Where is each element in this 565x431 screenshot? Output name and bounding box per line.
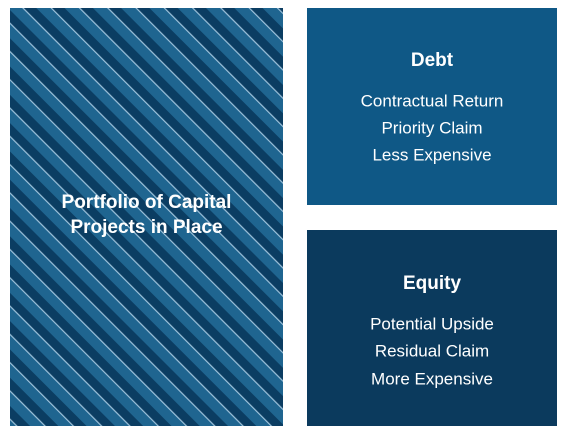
box-title: Equity [403,273,461,294]
box-item: Contractual Return [361,91,504,110]
debt-box [307,8,557,205]
box-item: Potential Upside [370,314,494,333]
box-title: Debt [411,50,454,71]
box-item: Residual Claim [375,341,489,360]
portfolio-box [10,8,283,426]
box-item: Less Expensive [372,145,491,164]
portfolio-label: Projects in Place [70,217,222,238]
portfolio-label: Portfolio of Capital [62,192,232,213]
box-item: Priority Claim [381,118,482,137]
box-item: More Expensive [371,369,493,388]
equity-box [307,230,557,426]
